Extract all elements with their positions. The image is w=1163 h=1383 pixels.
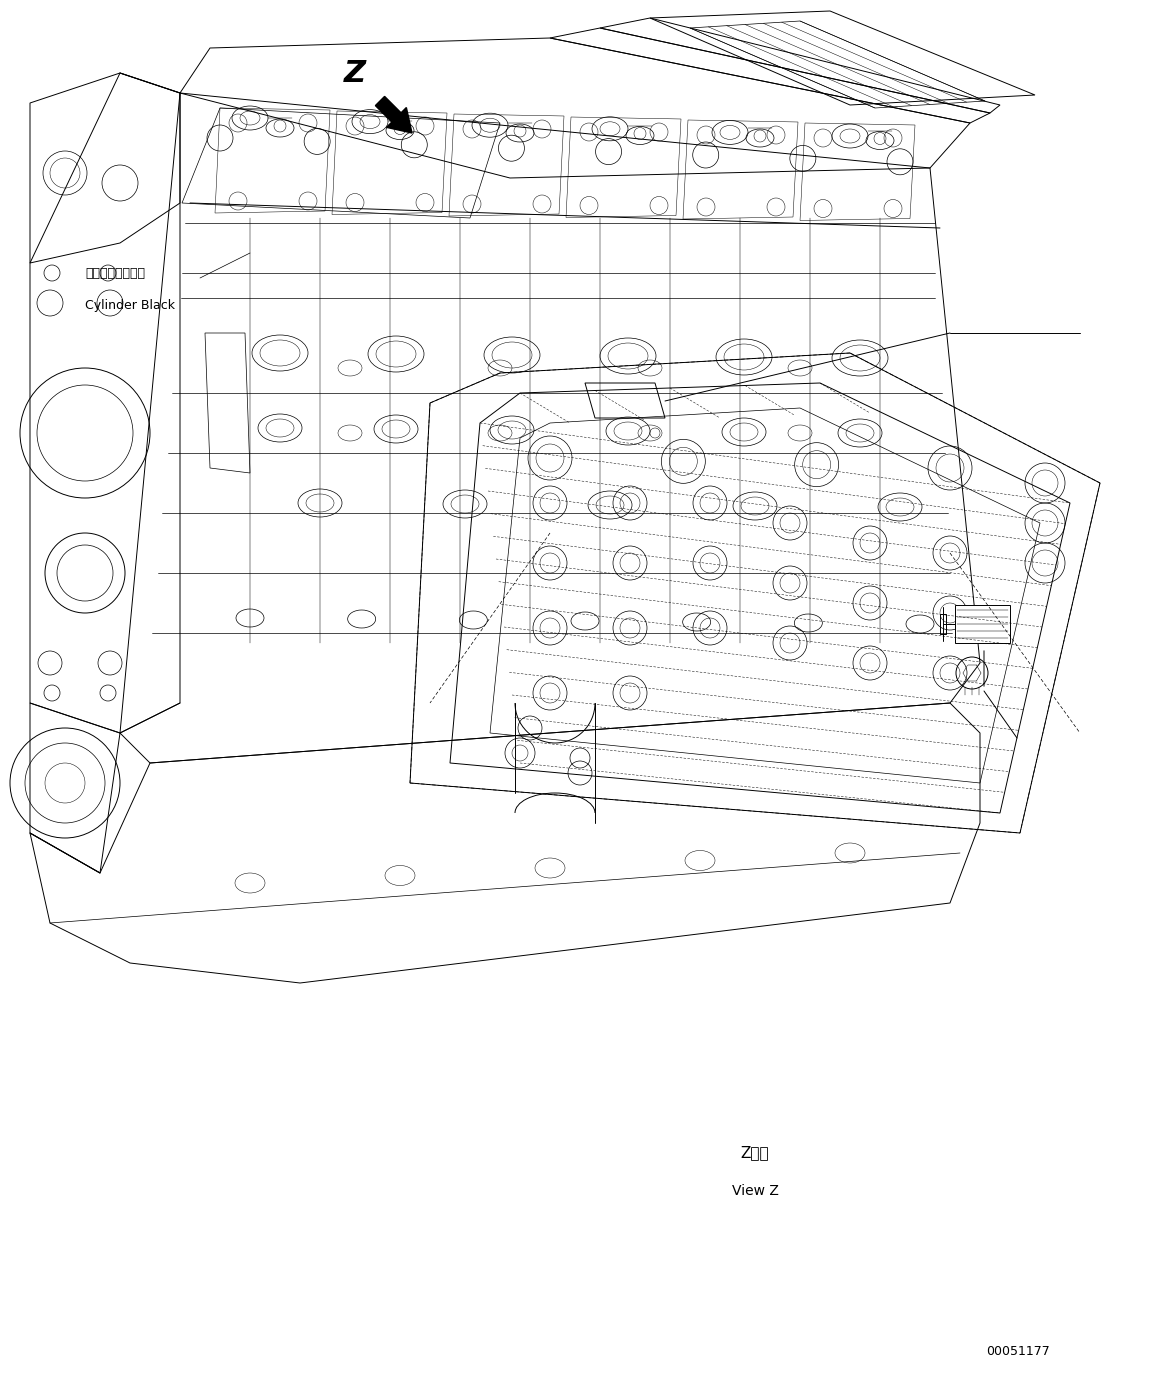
Text: 00051177: 00051177 — [986, 1346, 1050, 1358]
FancyArrow shape — [376, 97, 412, 133]
Text: View Z: View Z — [732, 1184, 778, 1198]
Text: Z: Z — [344, 58, 366, 87]
Bar — [940, 614, 946, 633]
Bar — [955, 604, 1009, 643]
Text: シリンダブロック: シリンダブロック — [85, 267, 145, 279]
Text: Z　視: Z 視 — [741, 1145, 769, 1160]
Text: Cylinder Black: Cylinder Black — [85, 299, 174, 311]
